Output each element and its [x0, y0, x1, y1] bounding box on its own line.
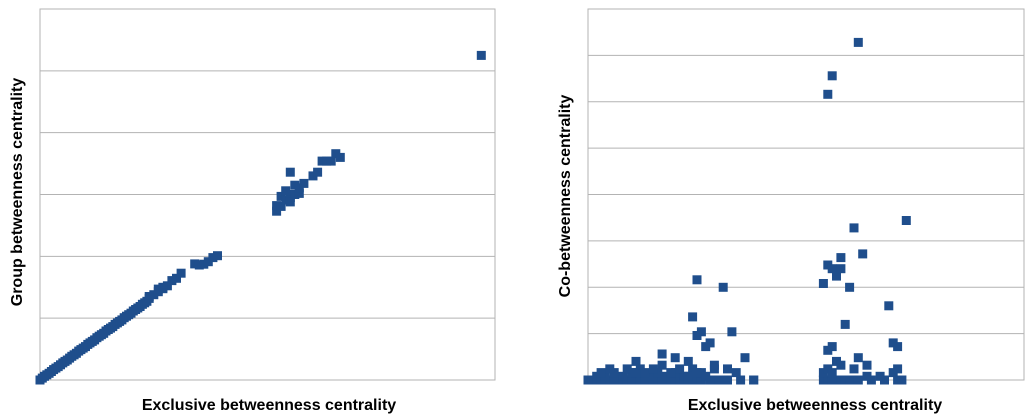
data-point-right: [901, 216, 911, 225]
data-point-right: [853, 353, 863, 363]
data-point-left: [335, 152, 345, 162]
data-point-right: [701, 371, 711, 381]
data-point-right: [670, 353, 680, 363]
data-point-left: [167, 276, 177, 286]
data-point-right: [683, 371, 693, 381]
data-point-right: [705, 338, 715, 348]
data-point-right: [727, 327, 737, 337]
data-point-right: [631, 368, 641, 378]
chart-right: Exclusive betweenness centrality Co-betw…: [557, 8, 1025, 414]
data-point-left: [294, 188, 304, 198]
data-point-right: [657, 360, 667, 370]
data-point-right: [818, 279, 828, 288]
data-point-left: [213, 251, 222, 261]
data-point-right: [836, 360, 846, 370]
data-point-right: [714, 375, 724, 385]
data-point-left: [285, 167, 295, 177]
data-point-right: [688, 312, 698, 322]
data-point-right: [884, 301, 894, 311]
data-point-right: [723, 375, 732, 385]
data-point-right: [845, 375, 855, 385]
data-point-right: [827, 368, 837, 378]
y-axis-title-left: Group betweenness centrality: [9, 78, 26, 307]
data-point-left: [322, 156, 332, 166]
data-point-right: [648, 364, 658, 374]
data-point-right: [893, 342, 903, 352]
data-point-left: [313, 167, 323, 177]
data-point-right: [605, 364, 615, 374]
data-point-left: [153, 284, 163, 294]
data-point-left: [172, 273, 181, 283]
x-axis-title-left: Exclusive betweenness centrality: [142, 397, 396, 414]
data-point-right: [845, 282, 855, 292]
data-point-left: [476, 50, 486, 60]
data-point-right: [696, 327, 706, 337]
data-point-left: [281, 186, 291, 196]
data-point-right: [622, 364, 632, 374]
data-point-right: [827, 342, 837, 352]
data-point-right: [858, 249, 868, 259]
data-point-left: [281, 195, 291, 205]
data-point-right: [683, 356, 693, 366]
data-point-right: [853, 375, 863, 385]
data-point-right: [736, 375, 746, 385]
data-point-left: [326, 156, 336, 166]
data-point-left: [308, 171, 318, 181]
data-point-right: [862, 360, 872, 370]
data-point-left: [299, 178, 309, 188]
data-point-right: [675, 364, 685, 374]
points-left: [35, 50, 486, 385]
data-point-right: [731, 368, 741, 378]
data-point-right: [836, 253, 846, 263]
data-point-right: [897, 375, 907, 385]
data-point-left: [276, 191, 286, 201]
data-point-right: [631, 356, 641, 366]
data-point-left: [144, 292, 154, 301]
data-point-left: [272, 206, 282, 216]
data-point-right: [709, 360, 719, 370]
data-point-right: [692, 275, 702, 285]
data-point-left: [190, 259, 200, 269]
data-point-right: [618, 371, 628, 381]
data-point-right: [823, 89, 833, 99]
data-point-left: [294, 183, 304, 193]
data-point-right: [849, 364, 859, 374]
chart-left: Exclusive betweenness centrality Group b…: [9, 8, 496, 414]
data-point-left: [285, 197, 295, 207]
x-axis-title-right: Exclusive betweenness centrality: [688, 397, 942, 414]
data-point-left: [276, 201, 286, 211]
data-point-right: [596, 368, 606, 378]
data-point-right: [862, 371, 872, 381]
data-point-right: [749, 375, 759, 385]
data-point-right: [640, 368, 650, 378]
data-point-right: [849, 223, 859, 233]
data-point-right: [692, 368, 702, 378]
data-point-right: [740, 353, 750, 363]
data-point-right: [832, 271, 841, 281]
data-point-right: [657, 349, 667, 359]
data-point-left: [176, 268, 186, 278]
data-point-right: [840, 319, 850, 329]
data-point-right: [827, 264, 837, 274]
data-point-right: [893, 364, 903, 374]
data-point-left: [158, 282, 168, 292]
data-point-right: [827, 71, 837, 81]
data-point-right: [853, 37, 863, 47]
data-point-left: [208, 253, 218, 263]
data-point-right: [718, 282, 728, 292]
data-point-right: [666, 368, 676, 378]
data-point-right: [875, 371, 885, 381]
data-point-right: [836, 264, 846, 274]
y-axis-title-right: Co-betweenness centrality: [557, 95, 574, 298]
points-right: [583, 37, 911, 385]
gridlines-right: [588, 54, 1024, 335]
data-point-left: [203, 257, 213, 267]
data-point-right: [723, 364, 732, 374]
